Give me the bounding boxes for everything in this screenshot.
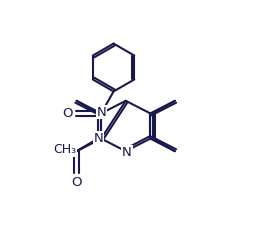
Text: N: N bbox=[93, 132, 103, 145]
Text: O: O bbox=[71, 176, 82, 190]
Text: N: N bbox=[122, 146, 132, 159]
Text: CH₃: CH₃ bbox=[53, 143, 76, 156]
Text: N: N bbox=[96, 106, 106, 119]
Text: O: O bbox=[62, 107, 72, 120]
